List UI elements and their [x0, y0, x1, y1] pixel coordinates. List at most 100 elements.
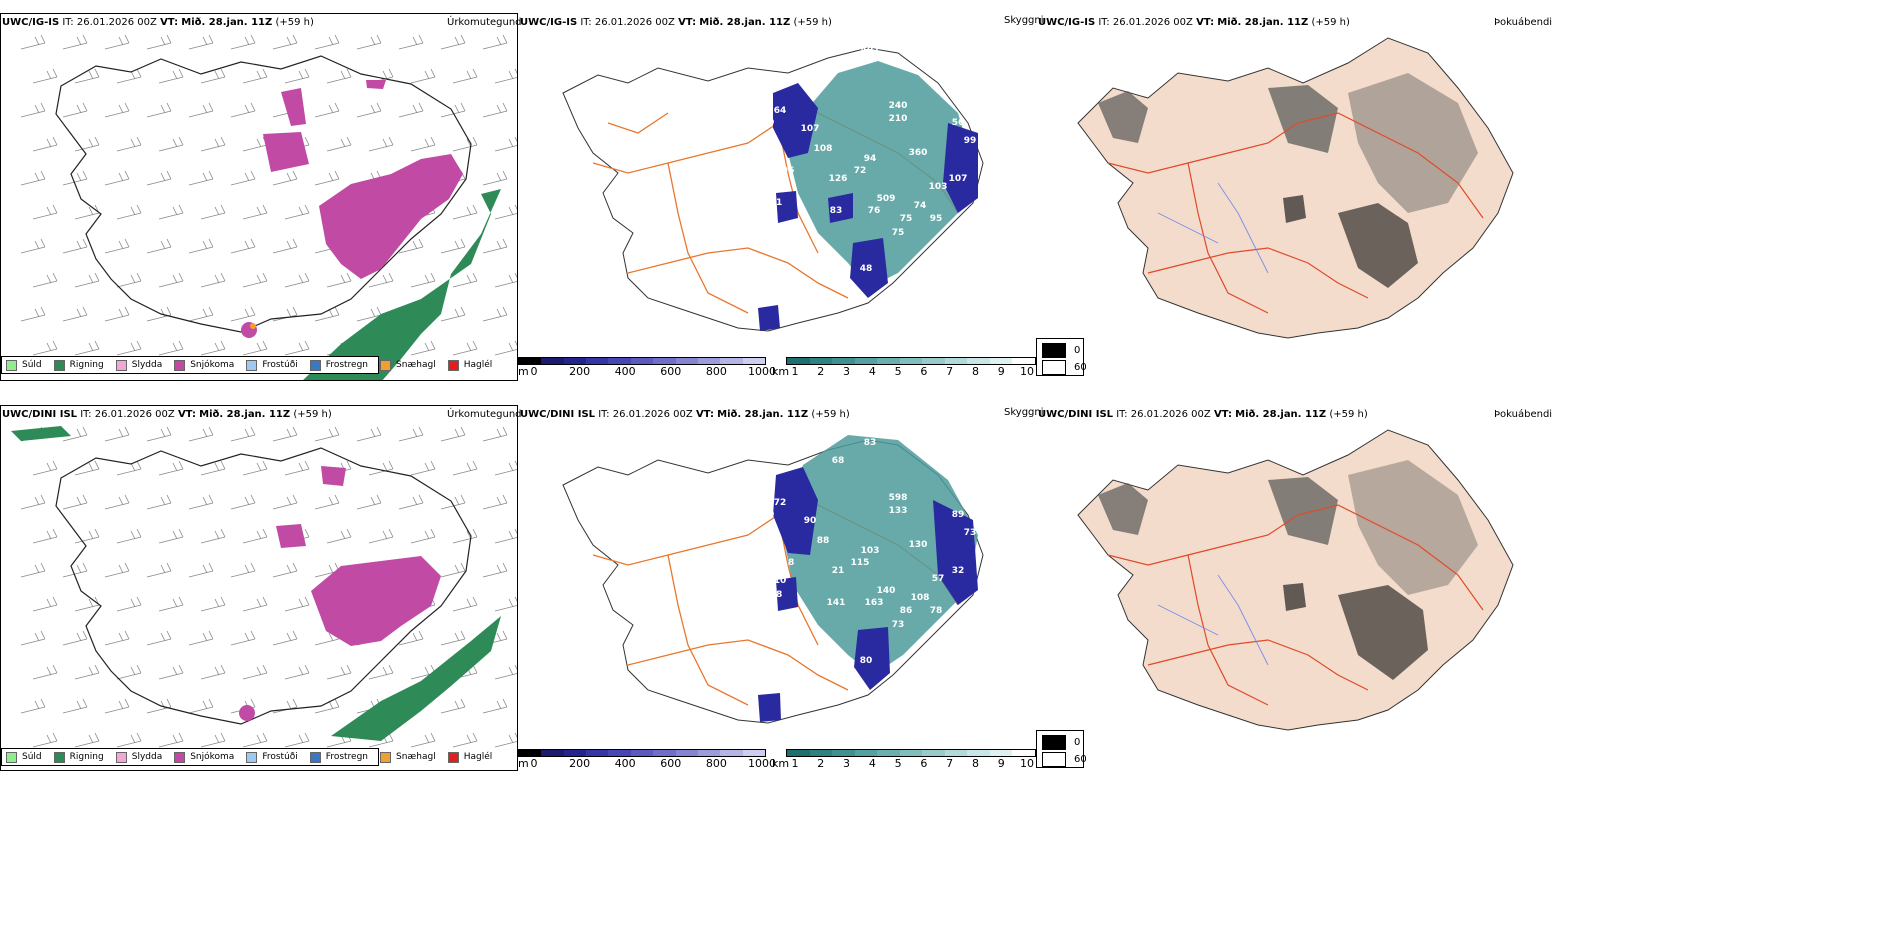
iceland-outline — [55, 55, 472, 333]
wind-barb — [494, 68, 517, 84]
snow-area-north — [281, 88, 306, 126]
colorbar-tick-label: 6 — [920, 757, 928, 770]
wind-barb — [272, 494, 298, 510]
wind-barb — [74, 460, 100, 476]
wind-barb — [188, 426, 214, 442]
wind-barb — [20, 170, 46, 186]
wind-barb — [314, 426, 340, 442]
colorbar-tick-label: 1000 — [748, 757, 776, 770]
colorbar-tick-label: 1 — [791, 757, 799, 770]
wind-barb — [104, 698, 130, 714]
colorbar-segment — [832, 750, 855, 756]
wind-barb — [440, 494, 466, 510]
wind-barb — [32, 68, 58, 84]
wind-barb — [62, 238, 88, 254]
visibility-value-label: 80 — [860, 656, 873, 666]
wind-barb — [104, 102, 130, 118]
legend-item-frostregn: Frostregn — [309, 359, 368, 371]
colorbar-tick-label: 8 — [971, 757, 979, 770]
vis-header-1: UWC/IG-IS IT: 26.01.2026 00Z VT: Mið. 28… — [520, 17, 832, 28]
colorbar-tick-label: 800 — [705, 365, 727, 378]
wind-barb — [32, 272, 58, 288]
colorbar-tick-label: 4 — [868, 365, 876, 378]
colorbar-segment — [608, 750, 631, 756]
precip-map-1 — [20, 34, 517, 380]
wind-barb — [74, 528, 100, 544]
wind-barb — [62, 494, 88, 510]
wind-barb — [230, 630, 256, 646]
colorbar-segment — [787, 358, 810, 364]
colorbar-tick-label: 1 — [791, 365, 799, 378]
visibility-value-label: 210 — [889, 114, 908, 124]
wind-barb — [368, 136, 394, 152]
visibility-value-label: 108 — [911, 593, 930, 603]
wind-barb — [326, 68, 352, 84]
colorbar-tick-label: 7 — [946, 757, 954, 770]
wind-barb — [314, 102, 340, 118]
wind-barb — [356, 426, 382, 442]
iceland-outline — [562, 47, 984, 332]
precip-map-2 — [11, 426, 517, 748]
wind-barb — [398, 34, 424, 50]
colorbar-tick-label: 3 — [843, 757, 851, 770]
snow-area-north — [321, 466, 346, 486]
colorbar-segment — [989, 750, 1013, 756]
model-name: UWC/IG-IS — [2, 17, 60, 28]
wind-barb — [74, 340, 100, 356]
wind-barb — [188, 102, 214, 118]
legend-item-haglel: Haglél — [447, 751, 492, 763]
wind-barb — [326, 528, 352, 544]
wind-barb — [272, 630, 298, 646]
vis-panel-1: 64 70 107 108 96 126 88 71 83 72 94 76 509 75 75 48 407 2… — [518, 13, 1038, 383]
wind-barb — [242, 204, 268, 220]
wind-barb — [440, 562, 466, 578]
wind-barb — [74, 732, 100, 748]
visibility-labels: 64 70 107 108 96 126 88 71 83 72 94 76 509 75 75 48 407 2… — [762, 46, 977, 274]
visibility-value-label: 90 — [804, 516, 817, 526]
wind-barb — [440, 238, 466, 254]
wind-barb — [116, 204, 142, 220]
colorbar-tick-label: 2 — [817, 757, 825, 770]
swatch — [174, 751, 186, 763]
swatch — [115, 359, 127, 371]
vis-unit: km — [772, 757, 790, 770]
visibility-value-label: 21 — [832, 566, 845, 576]
wind-barb — [188, 494, 214, 510]
visibility-value-label: 83 — [864, 438, 877, 448]
visibility-value-label: 95 — [930, 214, 943, 224]
wind-barb — [20, 34, 46, 50]
rain-area — [303, 189, 501, 380]
wind-barb — [326, 272, 352, 288]
wind-barb — [410, 460, 436, 476]
visibility-value-label: 141 — [827, 598, 846, 608]
swatch — [246, 751, 258, 763]
visibility-colorbar — [786, 357, 1036, 365]
wind-barb — [284, 732, 310, 748]
wind-barb — [452, 732, 478, 748]
wind-barb — [158, 340, 184, 356]
wind-barb — [242, 460, 268, 476]
colorbar-segment — [899, 750, 923, 756]
vis-ticks: 1 2 3 4 5 6 7 8 9 10 — [791, 365, 1035, 379]
colorbar-segment — [519, 358, 542, 364]
wind-barb — [440, 306, 466, 322]
visibility-value-label: 70 — [762, 510, 775, 520]
colorbar-segment — [519, 750, 542, 756]
wind-barb — [242, 664, 268, 680]
legend-item-sudl: Súld — [6, 359, 42, 371]
vis-ticks: 1 2 3 4 5 6 7 8 9 10 — [791, 757, 1035, 771]
colorbar-segment — [944, 358, 968, 364]
model-name: UWC/DINI ISL — [2, 409, 78, 420]
visibility-value-label: 130 — [909, 540, 928, 550]
wind-barb — [146, 34, 172, 50]
wind-barb — [440, 426, 466, 442]
wind-barb — [158, 664, 184, 680]
wind-barb — [116, 732, 142, 748]
model-name: UWC/DINI ISL — [520, 409, 596, 420]
wind-barb — [62, 698, 88, 714]
wind-barb — [230, 306, 256, 322]
wind-barb — [200, 732, 226, 748]
wind-barb — [200, 272, 226, 288]
wind-barb — [158, 68, 184, 84]
wind-barb — [32, 340, 58, 356]
